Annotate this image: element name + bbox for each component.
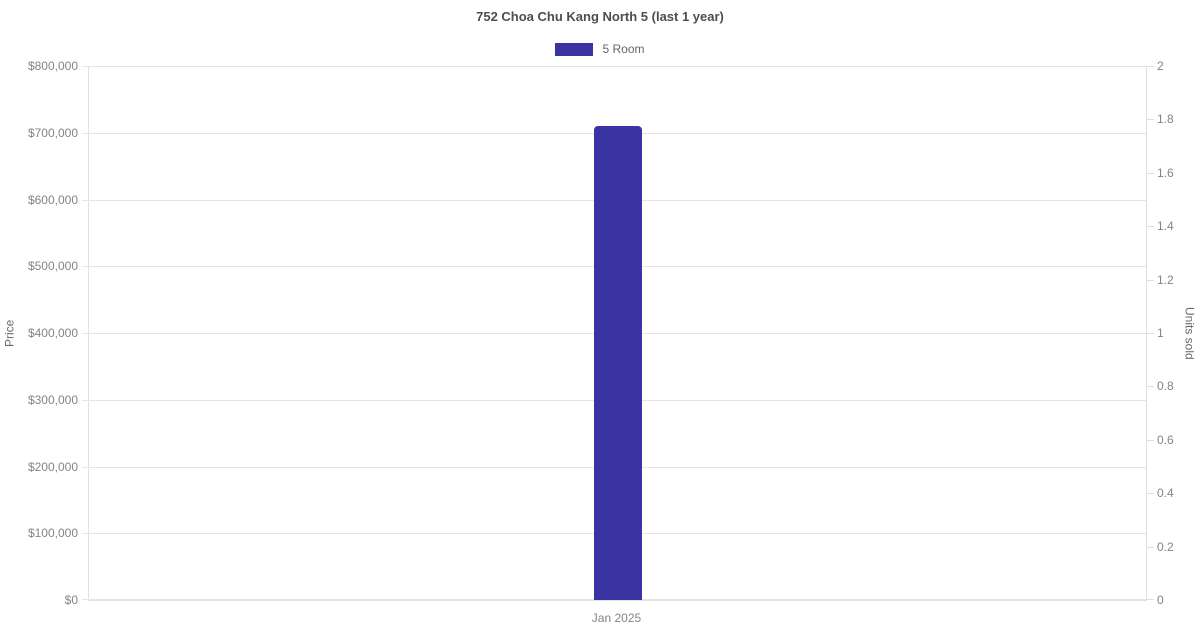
y-right-tick-label: 1.6 [1157,165,1174,180]
chart-title: 752 Choa Chu Kang North 5 (last 1 year) [476,9,724,24]
y-left-tick-label: $200,000 [27,459,78,474]
y-right-tick-mark [1146,546,1154,548]
legend: 5 Room [0,42,1200,56]
y-left-tick-label: $800,000 [27,59,78,73]
y-right-tick-mark [1146,226,1154,228]
y-right-tick-mark [1146,493,1154,495]
y-left-tick-label: $300,000 [27,392,78,407]
bar-5-room[interactable] [593,126,642,600]
y-right-tick-mark [1146,386,1154,388]
y-right-tick-label: 0.8 [1157,379,1174,394]
left-axis-tick-labels: $0 $100,000 $200,000 $300,000 $400,000 $500,0… [0,59,78,607]
y-left-tick-label: $500,000 [27,259,78,274]
legend-swatch-5-room[interactable] [555,42,594,56]
plot-area [82,66,1154,601]
y-left-tick-label: $600,000 [27,192,78,207]
y-right-tick-mark [1146,599,1154,600]
y-right-tick-label: 1.2 [1157,272,1174,287]
y-right-tick-label: 1.4 [1157,219,1174,234]
y-right-tick-label: 0.4 [1157,486,1174,501]
y-right-tick-label: 2 [1157,59,1164,73]
y-left-tick-label: $400,000 [27,326,78,340]
legend-label-5-room[interactable]: 5 Room [602,42,645,56]
y-right-tick-label: 0.6 [1157,432,1174,447]
y-left-tick-label: $0 [64,593,78,607]
gridline [82,66,1146,67]
y-right-tick-label: 0.2 [1157,539,1174,554]
y-right-tick-mark [1146,333,1154,334]
y-right-tick-mark [1146,279,1154,281]
right-axis-title: Units sold [1182,306,1197,360]
y-right-tick-label: 0 [1157,593,1164,607]
y-left-tick-label: $100,000 [27,526,78,541]
y-right-tick-mark [1146,439,1154,441]
x-axis-tick-label: Jan 2025 [591,611,642,625]
y-left-tick-label: $700,000 [27,125,78,140]
right-axis-tick-labels: 0 0.2 0.4 0.6 0.8 1 1.2 1.4 1.6 1.8 2 [1157,59,1199,607]
y-right-tick-label: 1 [1157,326,1164,340]
y-right-tick-mark [1146,172,1154,174]
y-right-tick-mark [1146,119,1154,121]
y-right-tick-mark [1146,66,1154,67]
y-right-tick-label: 1.8 [1157,112,1174,127]
